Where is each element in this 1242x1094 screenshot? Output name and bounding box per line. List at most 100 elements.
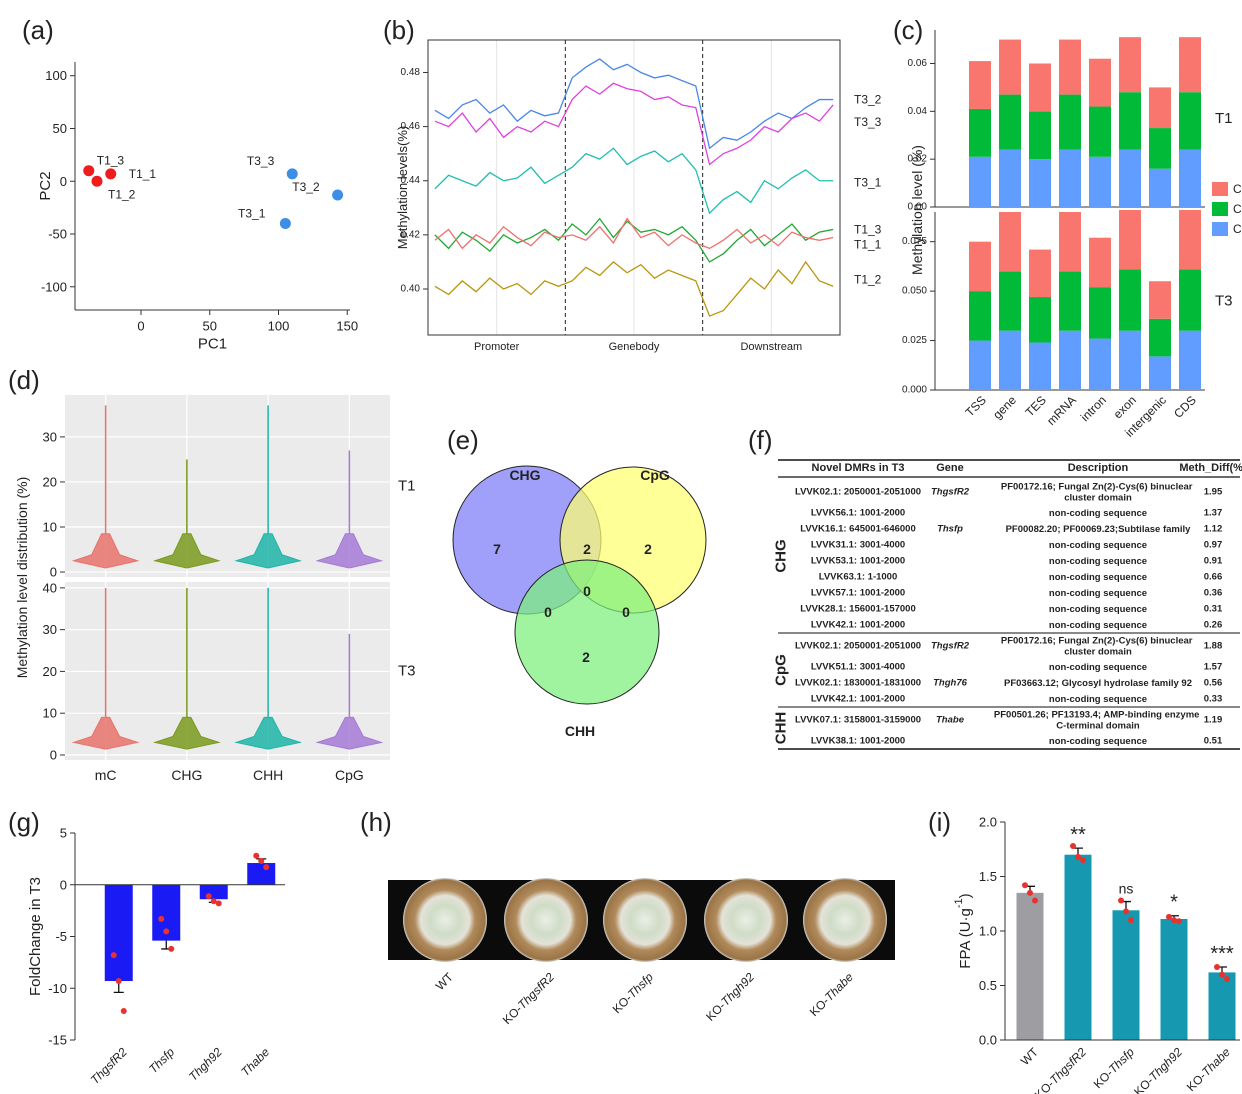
replicate-point [1166,914,1172,920]
y-tick-label: 0.04 [908,106,928,117]
replicate-point [1118,897,1124,903]
bar-segment [1029,250,1051,297]
panel-label: (f) [748,425,773,455]
table-cell: LVVK56.1: 1001-2000 [811,508,905,519]
y-tick-label: 0.050 [902,286,927,297]
bar [247,863,275,885]
y-tick-label: 0 [60,174,67,189]
x-tick-label: 50 [203,319,217,334]
point [280,218,291,229]
replicate-point [1075,854,1081,860]
series-label: T1_1 [854,238,882,252]
venn-count: 2 [582,649,590,665]
table-cell: non-coding sequence [1049,556,1147,567]
table-cell: non-coding sequence [1049,694,1147,705]
x-tick-label: TES [1023,393,1049,419]
table-cell: LVVK38.1: 1001-2000 [811,736,905,747]
table-cell: Thsfp [937,524,963,535]
replicate-point [253,853,259,859]
x-tick-label: CHG [171,767,202,783]
bar-segment [1059,331,1081,390]
y-tick-label: 1.0 [979,924,997,939]
table-cell: LVVK42.1: 1001-2000 [811,694,905,705]
significance: ns [1119,881,1134,897]
significance: ** [1070,824,1086,846]
table-cell: LVVK51.1: 3001-4000 [811,662,905,673]
bar-segment [999,40,1021,95]
bar-segment [1179,269,1201,330]
replicate-point [1219,972,1225,978]
y-tick-label: 0.06 [908,58,928,69]
x-tick-label: KO-Thgh92 [1131,1045,1185,1094]
replicate-point [1224,976,1230,982]
y-tick-label: 50 [53,121,67,136]
bar-segment [1119,331,1141,390]
bar-segment [1059,212,1081,271]
replicate-point [158,916,164,922]
y-tick-label: 0.000 [902,385,927,396]
y-tick-label: 0.5 [979,978,997,993]
y-tick-label: 0 [60,877,67,892]
table-cell: PF00172.16; Fungal Zn(2)-Cys(6) binuclea… [1001,635,1195,657]
panel-label: (g) [8,807,40,837]
table-cell: 0.91 [1204,556,1223,567]
bar-segment [1089,107,1111,157]
significance: * [1170,892,1178,914]
venn-count: 0 [544,604,552,620]
table-cell: Thabe [936,715,965,726]
table-cell: 1.95 [1204,487,1223,498]
bar [1017,893,1044,1040]
venn-set-label: CHG [509,467,540,483]
bar-segment [1119,37,1141,92]
table-cell: non-coding sequence [1049,540,1147,551]
x-tick-label: KO-ThgsfR2 [1032,1045,1089,1094]
x-tick-label: KO-Thsfp [1091,1045,1137,1091]
series-label: T1_3 [854,222,882,236]
x-axis-label: PC1 [198,336,227,353]
y-tick-label: 30 [43,622,57,637]
replicate-point [216,900,222,906]
x-tick-label: WT [1018,1045,1042,1069]
bar-segment [1089,59,1111,107]
significance: *** [1210,943,1234,965]
photo-label: KO-Thgh92 [703,970,757,1024]
table-cell: PF03663.12; Glycosyl hydrolase family 92 [1004,678,1192,689]
y-axis-label: FoldChange in T3 [27,877,44,996]
bar-segment [1029,111,1051,159]
y-tick-label: -15 [48,1033,67,1048]
table-cell: ThgsfR2 [931,641,970,652]
table-cell: 1.19 [1204,715,1223,726]
panel-label: (e) [447,425,479,455]
table-cell: LVVK28.1: 156001-157000 [800,604,916,615]
panel-name: T3 [398,663,416,680]
y-tick-label: 10 [43,519,57,534]
y-tick-label: 0.0 [979,1033,997,1048]
y-axis-label: Methylation level distribution (%) [14,477,30,679]
petri-dish [504,878,588,962]
panel-label: (a) [22,15,54,45]
region-label: Promoter [474,341,520,353]
bar-segment [969,341,991,390]
bar-segment [1059,95,1081,150]
y-axis-label: Methylation level (%) [909,145,925,275]
region-label: Genebody [609,341,660,353]
photo-label: KO-Thsfp [610,970,656,1016]
venn-set [515,560,659,704]
bar-segment [999,95,1021,150]
y-tick-label: 20 [43,664,57,679]
point [105,168,116,179]
x-tick-label: ThgsfR2 [88,1045,130,1087]
bar-segment [1029,63,1051,111]
photo-label: WT [433,970,457,994]
table-group-label: CpG [773,654,790,686]
bar-segment [1059,40,1081,95]
x-tick-label: Thabe [238,1045,272,1079]
table-cell: LVVK02.1: 2050001-2051000 [795,487,921,498]
x-tick-label: 100 [268,319,290,334]
table-cell: 0.26 [1204,620,1223,631]
replicate-point [1123,908,1129,914]
table-cell: 0.36 [1204,588,1223,599]
venn-set-label: CpG [640,467,670,483]
y-tick-label: 0.025 [902,335,927,346]
table-cell: LVVK02.1: 1830001-1831000 [795,678,921,689]
